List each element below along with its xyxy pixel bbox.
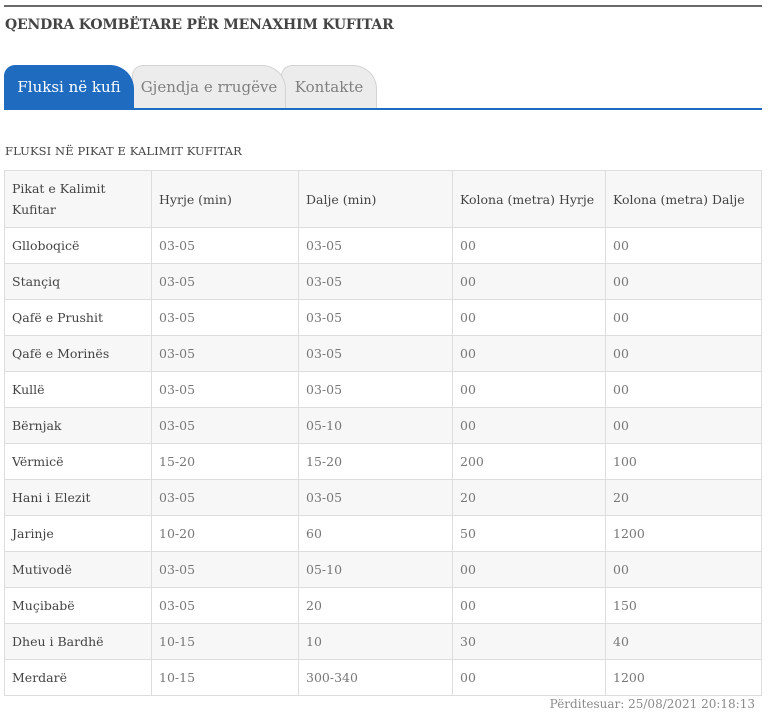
table-row: Hani i Elezit 03-05 03-05 20 20 <box>4 479 762 516</box>
table-row: Qafë e Prushit 03-05 03-05 00 00 <box>4 299 762 336</box>
queue-entry-cell: 200 <box>452 443 606 480</box>
entry-time-cell: 03-05 <box>151 299 299 336</box>
queue-exit-cell: 00 <box>605 407 762 444</box>
table-row: Qafë e Morinës 03-05 03-05 00 00 <box>4 335 762 372</box>
tab-contacts[interactable]: Kontakte <box>281 65 377 108</box>
entry-time-cell: 03-05 <box>151 587 299 624</box>
queue-exit-cell: 00 <box>605 551 762 588</box>
entry-time-cell: 03-05 <box>151 551 299 588</box>
entry-time-cell: 10-15 <box>151 623 299 660</box>
crossing-point-cell: Vërmicë <box>4 443 152 480</box>
table-row: Merdarë 10-15 300-340 00 1200 <box>4 659 762 696</box>
exit-time-cell: 03-05 <box>298 335 453 372</box>
queue-entry-cell: 00 <box>452 227 606 264</box>
exit-time-cell: 300-340 <box>298 659 453 696</box>
table-row: Bërnjak 03-05 05-10 00 00 <box>4 407 762 444</box>
column-header-crossing-point: Pikat e Kalimit Kufitar <box>4 170 152 228</box>
queue-exit-cell: 20 <box>605 479 762 516</box>
column-header-entry-min: Hyrje (min) <box>151 170 299 228</box>
entry-time-cell: 10-20 <box>151 515 299 552</box>
queue-exit-cell: 150 <box>605 587 762 624</box>
last-updated-timestamp: Përditesuar: 25/08/2021 20:18:13 <box>549 697 755 711</box>
tab-road-conditions[interactable]: Gjendja e rrugëve <box>132 65 286 108</box>
queue-exit-cell: 100 <box>605 443 762 480</box>
tab-border-flow[interactable]: Fluksi në kufi <box>4 65 134 108</box>
entry-time-cell: 03-05 <box>151 371 299 408</box>
border-flow-table: Pikat e Kalimit Kufitar Hyrje (min) Dalj… <box>4 170 762 696</box>
crossing-point-cell: Qafë e Morinës <box>4 335 152 372</box>
queue-exit-cell: 00 <box>605 299 762 336</box>
table-row: Vërmicë 15-20 15-20 200 100 <box>4 443 762 480</box>
table-row: Kullë 03-05 03-05 00 00 <box>4 371 762 408</box>
queue-exit-cell: 00 <box>605 263 762 300</box>
exit-time-cell: 03-05 <box>298 479 453 516</box>
queue-exit-cell: 00 <box>605 227 762 264</box>
queue-entry-cell: 30 <box>452 623 606 660</box>
queue-exit-cell: 1200 <box>605 515 762 552</box>
entry-time-cell: 03-05 <box>151 263 299 300</box>
queue-exit-cell: 00 <box>605 335 762 372</box>
crossing-point-cell: Merdarë <box>4 659 152 696</box>
entry-time-cell: 03-05 <box>151 227 299 264</box>
table-row: Dheu i Bardhë 10-15 10 30 40 <box>4 623 762 660</box>
queue-entry-cell: 00 <box>452 659 606 696</box>
entry-time-cell: 03-05 <box>151 479 299 516</box>
exit-time-cell: 20 <box>298 587 453 624</box>
queue-exit-cell: 1200 <box>605 659 762 696</box>
exit-time-cell: 15-20 <box>298 443 453 480</box>
column-header-exit-min: Dalje (min) <box>298 170 453 228</box>
crossing-point-cell: Qafë e Prushit <box>4 299 152 336</box>
entry-time-cell: 03-05 <box>151 407 299 444</box>
entry-time-cell: 10-15 <box>151 659 299 696</box>
exit-time-cell: 05-10 <box>298 407 453 444</box>
exit-time-cell: 03-05 <box>298 227 453 264</box>
crossing-point-cell: Hani i Elezit <box>4 479 152 516</box>
tab-bar: Fluksi në kufi Gjendja e rrugëve Kontakt… <box>4 65 762 110</box>
column-header-queue-exit: Kolona (metra) Dalje <box>605 170 762 228</box>
table-row: Jarinje 10-20 60 50 1200 <box>4 515 762 552</box>
exit-time-cell: 03-05 <box>298 371 453 408</box>
exit-time-cell: 05-10 <box>298 551 453 588</box>
table-header-row: Pikat e Kalimit Kufitar Hyrje (min) Dalj… <box>4 170 762 228</box>
exit-time-cell: 60 <box>298 515 453 552</box>
queue-entry-cell: 00 <box>452 587 606 624</box>
exit-time-cell: 10 <box>298 623 453 660</box>
exit-time-cell: 03-05 <box>298 263 453 300</box>
crossing-point-cell: Stançiq <box>4 263 152 300</box>
page-title: QENDRA KOMBËTARE PËR MENAXHIM KUFITAR <box>5 17 394 33</box>
crossing-point-cell: Bërnjak <box>4 407 152 444</box>
exit-time-cell: 03-05 <box>298 299 453 336</box>
queue-entry-cell: 00 <box>452 335 606 372</box>
crossing-point-cell: Mutivodë <box>4 551 152 588</box>
queue-entry-cell: 50 <box>452 515 606 552</box>
table-row: Muçibabë 03-05 20 00 150 <box>4 587 762 624</box>
crossing-point-cell: Dheu i Bardhë <box>4 623 152 660</box>
crossing-point-cell: Glloboqicë <box>4 227 152 264</box>
queue-entry-cell: 00 <box>452 371 606 408</box>
table-row: Mutivodë 03-05 05-10 00 00 <box>4 551 762 588</box>
queue-entry-cell: 00 <box>452 407 606 444</box>
crossing-point-cell: Kullë <box>4 371 152 408</box>
top-divider <box>4 5 762 7</box>
queue-entry-cell: 00 <box>452 263 606 300</box>
column-header-queue-entry: Kolona (metra) Hyrje <box>452 170 606 228</box>
table-row: Glloboqicë 03-05 03-05 00 00 <box>4 227 762 264</box>
queue-entry-cell: 00 <box>452 299 606 336</box>
queue-entry-cell: 20 <box>452 479 606 516</box>
queue-exit-cell: 40 <box>605 623 762 660</box>
section-title: FLUKSI NË PIKAT E KALIMIT KUFITAR <box>5 144 242 158</box>
entry-time-cell: 15-20 <box>151 443 299 480</box>
queue-entry-cell: 00 <box>452 551 606 588</box>
table-row: Stançiq 03-05 03-05 00 00 <box>4 263 762 300</box>
crossing-point-cell: Jarinje <box>4 515 152 552</box>
crossing-point-cell: Muçibabë <box>4 587 152 624</box>
queue-exit-cell: 00 <box>605 371 762 408</box>
entry-time-cell: 03-05 <box>151 335 299 372</box>
table-body: Glloboqicë 03-05 03-05 00 00 Stançiq 03-05 03-0… <box>4 227 762 696</box>
